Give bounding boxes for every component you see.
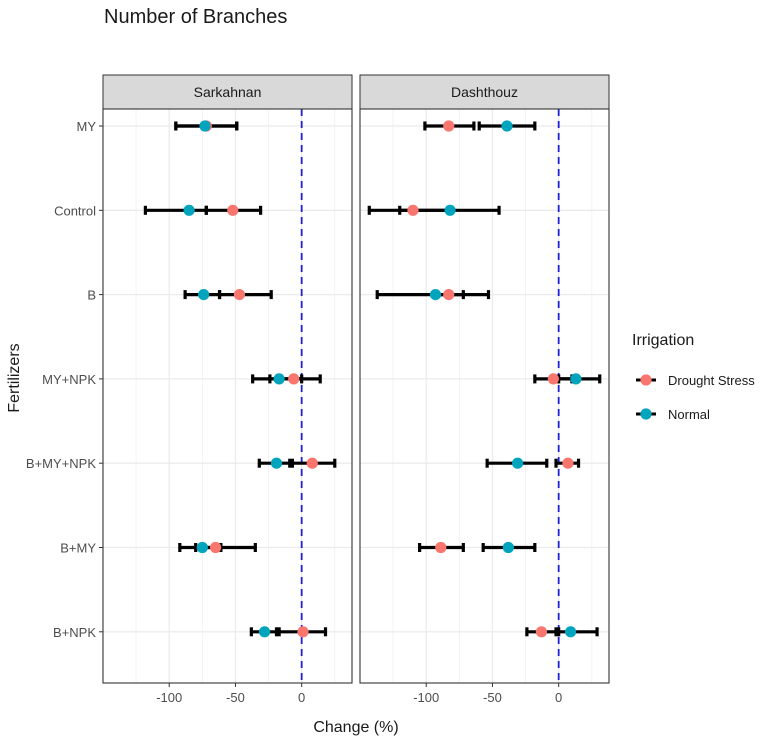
panel-border-dashthouz bbox=[359, 108, 610, 684]
legend-title: Irrigation bbox=[632, 332, 694, 349]
point-dashthouz-normal-b-plus-my-plus-npk bbox=[512, 457, 524, 469]
y-tick-label-b-plus-my: B+MY bbox=[60, 541, 96, 556]
panel-background-sarkahnan bbox=[103, 109, 352, 683]
y-tick-label-b-plus-npk: B+NPK bbox=[53, 625, 96, 640]
point-dashthouz-normal-b-plus-npk bbox=[564, 626, 577, 638]
point-sarkahnan-normal-b-plus-npk bbox=[258, 626, 271, 638]
point-dashthouz-normal-b bbox=[429, 289, 442, 301]
legend-key-drought-stress bbox=[640, 374, 652, 386]
y-tick-label-control: Control bbox=[54, 203, 96, 218]
y-axis-title: Fertilizers bbox=[6, 343, 23, 412]
facet-strip-sarkahnan bbox=[102, 74, 353, 110]
point-dashthouz-drought-stress-b-plus-npk bbox=[535, 626, 548, 638]
point-sarkahnan-drought-stress-b-plus-my bbox=[209, 541, 222, 554]
point-sarkahnan-normal-my-plus-npk bbox=[273, 373, 285, 385]
facet-label-dashthouz: Dashthouz bbox=[451, 84, 518, 100]
facet-strip-dashthouz bbox=[359, 74, 610, 110]
point-dashthouz-normal-control bbox=[444, 204, 456, 216]
point-dashthouz-drought-stress-b-plus-my bbox=[435, 541, 447, 554]
panel-background-dashthouz bbox=[360, 109, 609, 683]
point-sarkahnan-drought-stress-b bbox=[233, 289, 246, 301]
y-tick-label-b: B bbox=[87, 288, 96, 303]
point-sarkahnan-drought-stress-control bbox=[227, 204, 239, 216]
point-sarkahnan-normal-my bbox=[199, 120, 211, 132]
x-axis-title: Change (%) bbox=[313, 719, 398, 736]
legend-label-drought-stress: Drought Stress bbox=[668, 373, 755, 388]
point-dashthouz-drought-stress-b-plus-my-plus-npk bbox=[562, 457, 574, 469]
x-tick-label: -100 bbox=[413, 690, 439, 705]
y-tick-label-my-plus-npk: MY+NPK bbox=[42, 372, 96, 387]
y-tick-label-my: MY bbox=[77, 119, 97, 134]
legend-key-normal bbox=[640, 408, 652, 420]
point-sarkahnan-drought-stress-b-plus-npk bbox=[297, 626, 309, 638]
panel-border-sarkahnan bbox=[102, 108, 353, 684]
legend-label-normal: Normal bbox=[668, 407, 710, 422]
point-dashthouz-drought-stress-b bbox=[443, 289, 455, 301]
point-sarkahnan-drought-stress-b-plus-my-plus-npk bbox=[306, 457, 318, 469]
point-dashthouz-drought-stress-control bbox=[407, 204, 419, 216]
x-tick-label: -100 bbox=[156, 690, 182, 705]
point-dashthouz-normal-my bbox=[501, 120, 513, 132]
point-dashthouz-drought-stress-my bbox=[443, 120, 455, 132]
facet-label-sarkahnan: Sarkahnan bbox=[194, 84, 262, 100]
x-tick-label: 0 bbox=[298, 690, 305, 705]
point-sarkahnan-drought-stress-my-plus-npk bbox=[288, 373, 300, 385]
point-sarkahnan-normal-b-plus-my bbox=[196, 541, 208, 554]
x-tick-label: -50 bbox=[226, 690, 245, 705]
point-sarkahnan-normal-b bbox=[198, 289, 210, 301]
point-dashthouz-normal-my-plus-npk bbox=[570, 373, 582, 385]
point-dashthouz-drought-stress-my-plus-npk bbox=[547, 373, 559, 385]
point-dashthouz-normal-b-plus-my bbox=[502, 541, 514, 554]
x-tick-label: -50 bbox=[483, 690, 502, 705]
point-sarkahnan-normal-control bbox=[183, 204, 195, 216]
chart-title: Number of Branches bbox=[104, 6, 287, 28]
x-tick-label: 0 bbox=[555, 690, 562, 705]
point-sarkahnan-normal-b-plus-my-plus-npk bbox=[270, 457, 283, 469]
y-tick-label-b-plus-my-plus-npk: B+MY+NPK bbox=[26, 456, 96, 471]
